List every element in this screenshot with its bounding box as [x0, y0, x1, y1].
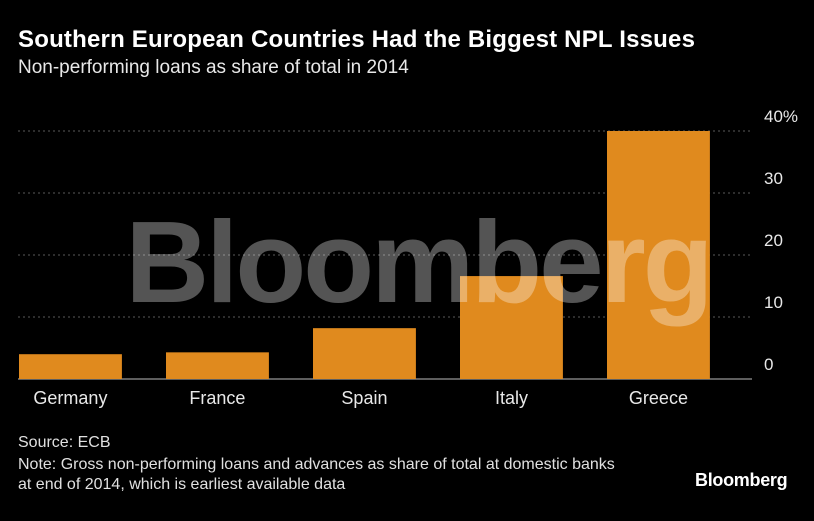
x-tick-label: Germany	[33, 388, 107, 408]
y-tick-label: 40%	[764, 107, 798, 126]
bar-germany	[19, 354, 122, 379]
x-tick-label: Spain	[341, 388, 387, 408]
y-tick-label: 0	[764, 355, 773, 374]
bloomberg-logo: Bloomberg	[695, 470, 788, 490]
bar-france	[166, 352, 269, 379]
chart-title: Southern European Countries Had the Bigg…	[18, 26, 696, 53]
bar-greece	[607, 131, 710, 379]
bar-spain	[313, 328, 416, 379]
y-tick-label: 20	[764, 231, 783, 250]
x-tick-label: Italy	[495, 388, 528, 408]
y-tick-label: 10	[764, 293, 783, 312]
bar-italy	[460, 276, 563, 379]
note-text: Note: Gross non-performing loans and adv…	[18, 456, 615, 493]
x-tick-label: France	[189, 388, 245, 408]
chart-subtitle: Non-performing loans as share of total i…	[18, 57, 409, 78]
source-text: Source: ECB	[18, 434, 111, 451]
y-tick-label: 30	[764, 169, 783, 188]
x-tick-label: Greece	[629, 388, 688, 408]
watermark: Bloomberg	[125, 197, 710, 327]
